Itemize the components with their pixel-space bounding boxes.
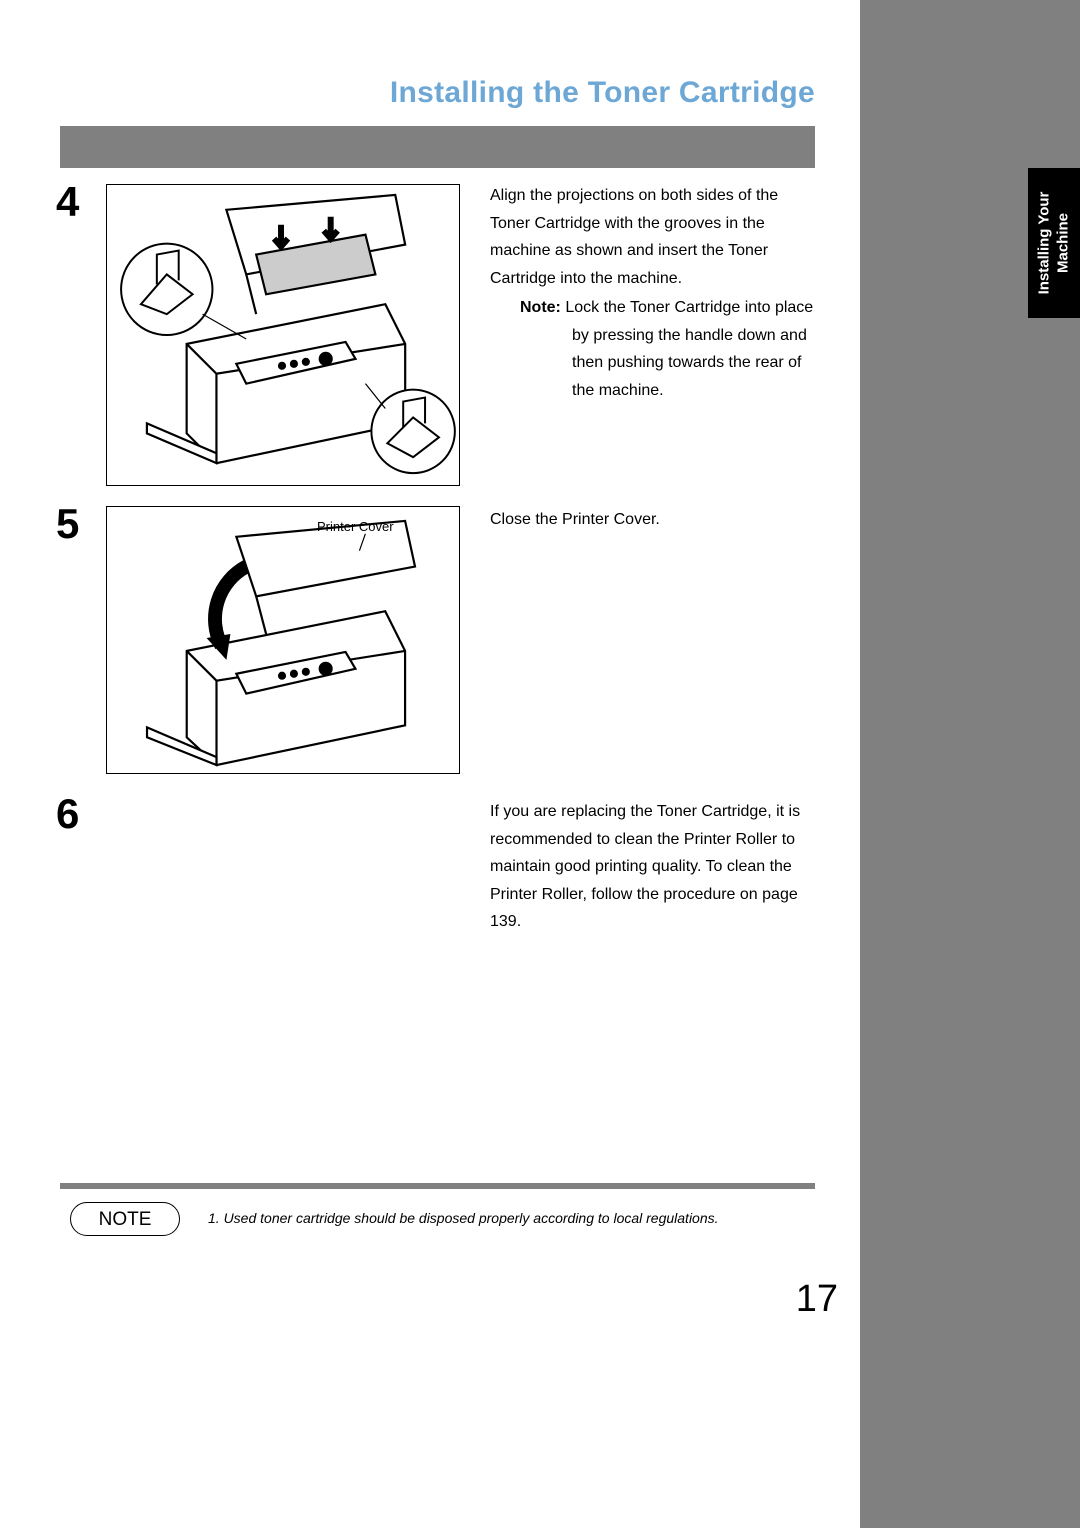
note-footer-text: 1. Used toner cartridge should be dispos… [208, 1210, 808, 1226]
header-bar [60, 126, 815, 168]
page-title: Installing the Toner Cartridge [60, 76, 815, 110]
step-4-number: 4 [56, 178, 79, 226]
section-tab-line2: Machine [1054, 213, 1071, 273]
step-5-figure: Printer Cover [106, 506, 460, 774]
section-tab-line1: Installing Your [1035, 192, 1052, 295]
step-4-note-first: Lock the Toner Cartridge into place [561, 299, 813, 316]
step-6-text: If you are replacing the Toner Cartridge… [490, 798, 814, 936]
step-6-number: 6 [56, 790, 79, 838]
step-4-note-rest: by pressing the handle down and then pus… [490, 322, 814, 405]
step-4-main: Align the projections on both sides of t… [490, 187, 778, 287]
step-4-note-label: Note: [520, 299, 561, 316]
step-4-figure [106, 184, 460, 486]
step-5-fig-label: Printer Cover [317, 519, 394, 534]
step-5-text: Close the Printer Cover. [490, 506, 814, 534]
step-5-number: 5 [56, 500, 79, 548]
note-pill: NOTE [70, 1202, 180, 1236]
page-number: 17 [796, 1278, 838, 1321]
step-4-text: Align the projections on both sides of t… [490, 182, 814, 404]
printer-open-cartridge-illustration [107, 185, 459, 485]
section-tab-label: Installing Your Machine [1035, 192, 1073, 295]
sidebar: Installing Your Machine [860, 0, 1080, 1528]
section-tab: Installing Your Machine [1028, 168, 1080, 318]
printer-close-cover-illustration [107, 507, 459, 773]
footer-rule [60, 1183, 815, 1189]
